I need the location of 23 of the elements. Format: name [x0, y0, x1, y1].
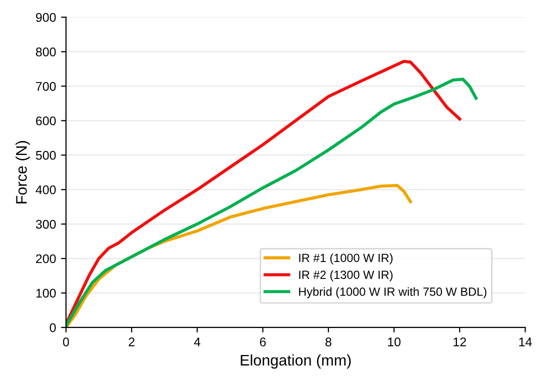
- y-tick-label: 800: [36, 48, 56, 56]
- x-tick-label: 14: [519, 338, 532, 346]
- legend-label: Hybrid (1000 W IR with 750 W BDL): [299, 287, 486, 298]
- x-tick-label: 2: [128, 338, 134, 346]
- x-tick-label: 4: [194, 338, 200, 346]
- y-tick-label: 700: [36, 82, 56, 91]
- x-axis-title: Elongation (mm): [240, 354, 351, 369]
- legend-label: IR #1 (1000 W IR): [299, 253, 393, 264]
- x-tick-label: 8: [325, 338, 332, 346]
- y-tick-label: 200: [36, 254, 56, 264]
- y-tick-label: 300: [36, 220, 56, 229]
- y-tick-label: 900: [36, 13, 56, 22]
- y-tick-label: 400: [36, 185, 56, 194]
- x-tick-label: 10: [388, 338, 400, 346]
- x-tick-label: 0: [63, 338, 69, 346]
- y-tick-label: 500: [36, 150, 56, 160]
- y-tick-label: 0: [50, 323, 56, 332]
- y-tick-label: 100: [36, 288, 56, 298]
- legend-label: IR #2 (1300 W IR): [299, 270, 393, 282]
- x-tick-label: 12: [454, 338, 466, 346]
- y-axis-title: Force (N): [16, 141, 30, 204]
- x-tick-label: 6: [260, 338, 266, 346]
- y-tick-label: 600: [36, 116, 56, 126]
